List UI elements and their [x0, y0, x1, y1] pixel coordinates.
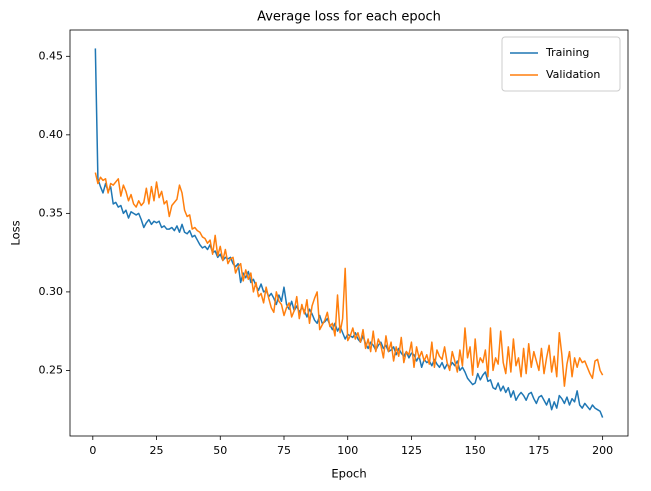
y-axis-label: Loss [9, 220, 23, 245]
legend-label: Training [545, 46, 589, 59]
y-tick-label: 0.40 [39, 128, 64, 141]
x-tick-label: 200 [592, 444, 613, 457]
x-tick-label: 0 [89, 444, 96, 457]
chart-title: Average loss for each epoch [257, 10, 441, 25]
line-series [94, 48, 604, 418]
legend-label: Validation [546, 68, 600, 81]
legend: Training Validation [501, 36, 621, 92]
y-tick-label: 0.25 [39, 363, 64, 376]
plot-frame [69, 29, 629, 437]
x-tick-label: 25 [150, 444, 164, 457]
x-tick-label: 75 [277, 444, 291, 457]
x-tick-label: 50 [213, 444, 227, 457]
y-tick-label: 0.30 [39, 285, 64, 298]
x-tick-label: 175 [528, 444, 549, 457]
legend-box [501, 36, 621, 92]
x-tick-label: 100 [337, 444, 358, 457]
line-series [94, 172, 604, 387]
y-tick-label: 0.45 [39, 49, 64, 62]
x-axis-label: Epoch [331, 467, 366, 481]
x-tick-label: 150 [465, 444, 486, 457]
y-tick-label: 0.35 [39, 206, 64, 219]
x-tick-label: 125 [401, 444, 422, 457]
